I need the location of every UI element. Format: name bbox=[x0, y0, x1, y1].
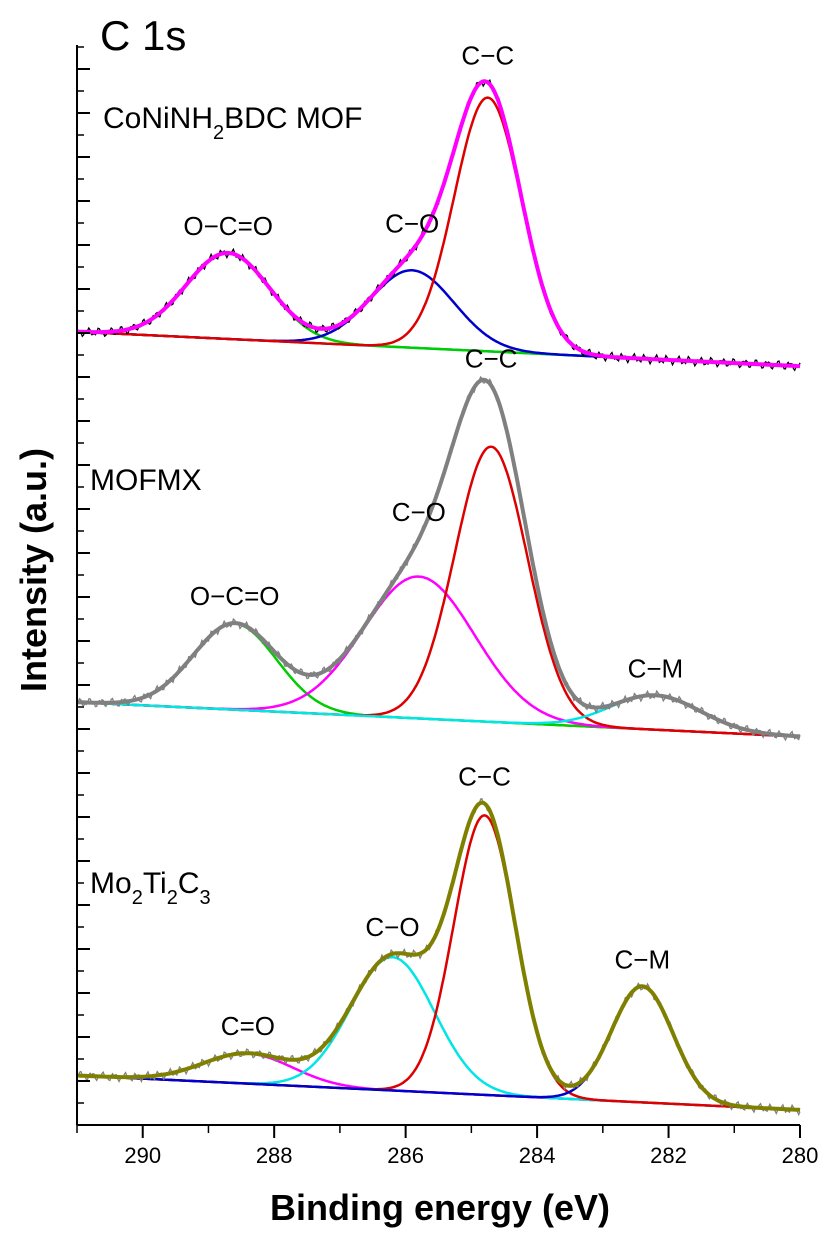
x-tick-label: 280 bbox=[782, 1143, 819, 1168]
x-tick-label: 288 bbox=[256, 1143, 293, 1168]
envelope-fit bbox=[77, 800, 801, 1112]
peak-label-1: O−C=O bbox=[183, 211, 273, 241]
peak-label-3: C−C bbox=[465, 343, 518, 373]
x-tick-label: 282 bbox=[650, 1143, 687, 1168]
envelope-fit bbox=[77, 79, 801, 369]
peak-label-4: C−M bbox=[614, 944, 670, 974]
x-tick-label: 284 bbox=[519, 1143, 556, 1168]
sample-label: MOFMX bbox=[90, 464, 202, 497]
peak-curve-2 bbox=[76, 575, 801, 738]
peak-label-1: O−C=O bbox=[190, 581, 280, 611]
raw-data-line bbox=[76, 375, 801, 742]
envelope-fit bbox=[76, 377, 801, 739]
sample-label: Mo2Ti2C3 bbox=[90, 867, 211, 909]
peak-curve-3 bbox=[76, 814, 801, 1112]
panel-3: C=O C−O C−C C−M Mo2Ti2C3 bbox=[76, 762, 801, 1117]
peak-label-3: C−C bbox=[458, 762, 511, 792]
panel-1: O−C=O C−O C−C CoNiNH2BDC MOF bbox=[76, 41, 801, 372]
panels-layer: O−C=O C−O C−C CoNiNH2BDC MOF O−C=O C−O C−C C−M M… bbox=[76, 41, 801, 1117]
panel-2: O−C=O C−O C−C C−M MOFMX bbox=[76, 343, 801, 742]
peak-curve-1 bbox=[77, 251, 801, 368]
chart-title: C 1s bbox=[100, 12, 186, 59]
peak-label-4: C−M bbox=[628, 653, 684, 683]
sample-label: CoNiNH2BDC MOF bbox=[103, 102, 362, 144]
y-axis-title: Intensity (a.u.) bbox=[13, 448, 54, 692]
peak-label-2: C−O bbox=[392, 497, 446, 527]
peak-curve-2 bbox=[76, 955, 801, 1112]
x-axis-title: Binding energy (eV) bbox=[270, 1187, 610, 1228]
peak-label-3: C−C bbox=[461, 41, 514, 71]
peak-label-1: C=O bbox=[221, 1011, 275, 1041]
peak-label-2: C−O bbox=[385, 208, 439, 238]
x-tick-label: 286 bbox=[387, 1143, 424, 1168]
x-tick-label: 290 bbox=[124, 1143, 161, 1168]
peak-label-2: C−O bbox=[365, 912, 419, 942]
axes-layer: 290 288 286 284 282 280 bbox=[76, 45, 819, 1168]
